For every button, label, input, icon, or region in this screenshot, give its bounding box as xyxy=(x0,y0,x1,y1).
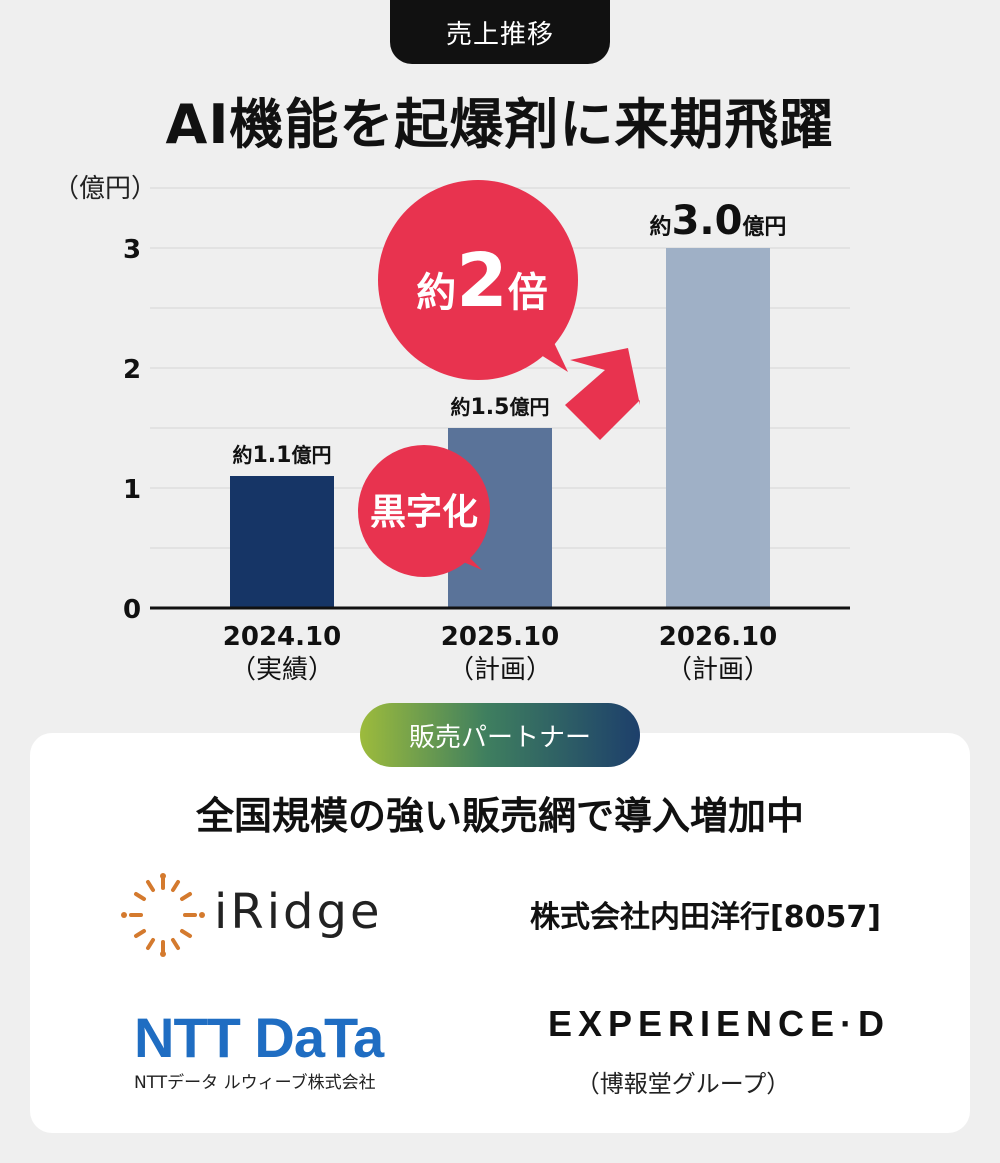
revenue-chart: （億円）0123約1.1億円2024.10（実績）約1.5億円2025.10（計… xyxy=(53,174,850,685)
x-tick-sublabel: （実績） xyxy=(230,655,334,685)
bar xyxy=(666,248,770,608)
partner-title: 全国規模の強い販売網で導入増加中 xyxy=(195,794,804,838)
uchida-name: 株式会社内田洋行[8057] xyxy=(530,900,881,935)
x-tick-sublabel: （計画） xyxy=(666,655,770,685)
growth-bubble-label: 約2倍 xyxy=(416,238,548,324)
iridge-wordmark: iRidge xyxy=(214,884,383,940)
data-label: 約3.0億円 xyxy=(650,198,787,244)
ntt-sub-label: NTTデータ ルウィーブ株式会社 xyxy=(134,1073,376,1093)
partner-badge: 販売パートナー xyxy=(360,703,640,767)
growth-arrow-icon xyxy=(565,348,640,440)
experience-d-sub: （博報堂グループ） xyxy=(575,1070,791,1098)
y-tick-label: 2 xyxy=(123,355,141,385)
y-tick-label: 3 xyxy=(123,235,141,265)
iridge-sunburst-icon xyxy=(121,873,205,957)
x-tick-label: 2025.10 xyxy=(441,622,559,652)
x-tick-sublabel: （計画） xyxy=(448,655,552,685)
experience-d-logo: EXPERIENCE·D xyxy=(548,1003,891,1044)
y-tick-label: 1 xyxy=(123,475,141,505)
ntt-data-logo: NTT DaTa xyxy=(134,1006,384,1069)
data-label: 約1.1億円 xyxy=(233,443,332,468)
x-tick-label: 2024.10 xyxy=(223,622,341,652)
section-tag: 売上推移 xyxy=(390,0,610,64)
growth-bubble xyxy=(378,180,578,380)
y-axis-label: （億円） xyxy=(53,174,157,204)
black-bubble-label: 黒字化 xyxy=(370,492,478,533)
page-title: AI機能を起爆剤に来期飛躍 xyxy=(165,93,835,156)
data-label: 約1.5億円 xyxy=(451,395,550,420)
x-tick-label: 2026.10 xyxy=(659,622,777,652)
black-bubble xyxy=(358,445,490,577)
bar xyxy=(230,476,334,608)
iridge-logo-group: iRidge xyxy=(118,870,418,960)
y-tick-label: 0 xyxy=(123,595,141,625)
